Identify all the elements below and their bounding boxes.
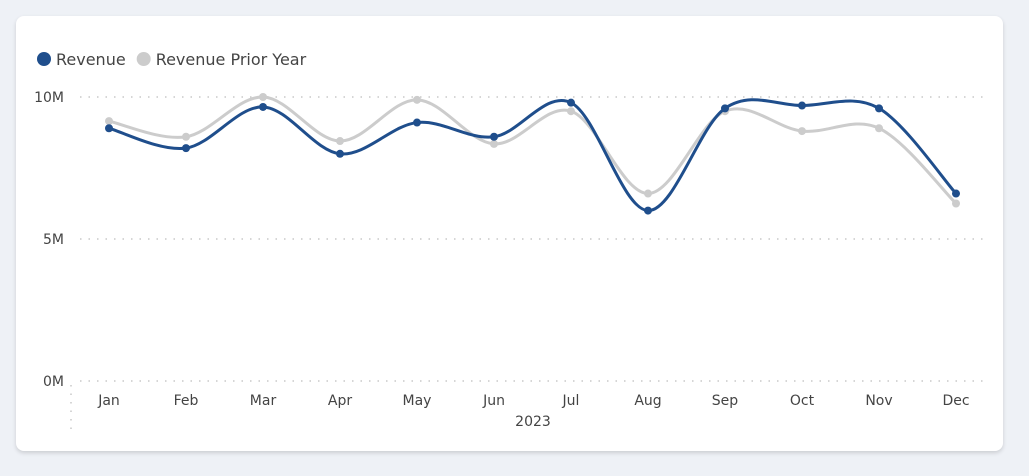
data-point-0 — [721, 104, 729, 113]
data-point-1 — [259, 93, 267, 101]
data-point-1 — [413, 95, 421, 104]
data-point-0 — [567, 98, 575, 107]
data-point-0 — [875, 104, 883, 113]
legend-marker-1 — [136, 52, 151, 66]
y-tick-label: 0M — [43, 374, 64, 390]
x-tick-label: Oct — [790, 393, 815, 409]
x-tick-label: Nov — [865, 393, 892, 409]
series-line-0 — [108, 98, 958, 213]
data-point-1 — [798, 127, 806, 136]
x-tick-label: Apr — [328, 393, 352, 409]
x-tick-label: Jun — [482, 393, 505, 409]
data-point-0 — [413, 118, 421, 127]
data-point-1 — [644, 189, 652, 198]
x-tick-label: May — [403, 393, 432, 409]
y-tick-label: 10M — [34, 90, 64, 106]
data-point-1 — [490, 139, 498, 148]
data-point-1 — [182, 132, 190, 141]
data-point-0 — [105, 124, 113, 133]
x-tick-label: Mar — [250, 393, 277, 409]
data-point-0 — [798, 101, 806, 110]
data-point-0 — [259, 102, 267, 111]
data-point-0 — [952, 189, 960, 198]
legend-label-0: Revenue — [56, 50, 126, 69]
data-point-1 — [105, 117, 113, 126]
x-tick-label: Dec — [942, 393, 969, 409]
x-tick-label: Sep — [712, 393, 739, 409]
chart-card — [16, 16, 1003, 451]
data-point-1 — [336, 137, 344, 146]
data-point-0 — [644, 206, 652, 215]
data-point-1 — [567, 107, 575, 116]
data-point-0 — [182, 144, 190, 153]
y-tick-label: 5M — [43, 232, 64, 248]
legend-label-1: Revenue Prior Year — [156, 50, 307, 69]
x-tick-label: Feb — [174, 393, 199, 409]
x-tick-label: Jul — [562, 393, 580, 409]
x-tick-label: Jan — [97, 393, 120, 409]
legend-marker-0 — [37, 52, 51, 66]
data-point-0 — [336, 149, 344, 158]
data-point-1 — [952, 199, 960, 208]
data-point-1 — [875, 124, 883, 133]
x-tick-label: Aug — [634, 393, 661, 409]
x-axis-label: 2023 — [515, 414, 551, 430]
data-point-0 — [490, 132, 498, 141]
